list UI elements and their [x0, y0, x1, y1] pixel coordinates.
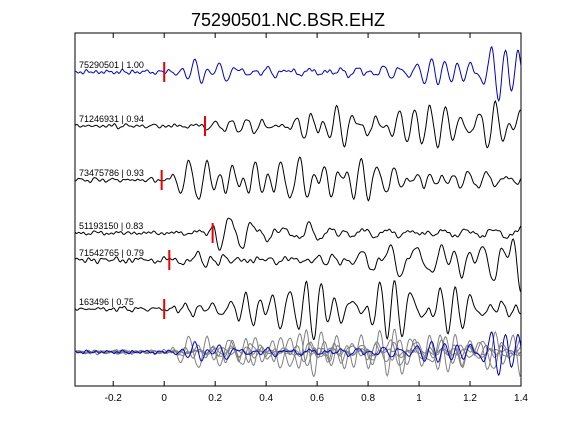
chart-title: 75290501.NC.BSR.EHZ	[191, 10, 385, 30]
trace-line-2	[74, 156, 522, 202]
plot-area-frame	[74, 32, 522, 387]
trace-label-1: 71246931 | 0.94	[79, 114, 144, 124]
trace-line-3	[74, 217, 522, 251]
x-tick-label-6: 1	[416, 393, 422, 404]
trace-line-1	[74, 99, 522, 149]
trace-label-4: 71542765 | 0.79	[79, 248, 144, 258]
x-tick-label-7: 1.2	[463, 393, 477, 404]
x-tick-label-8: 1.4	[514, 393, 528, 404]
overlay-line-2	[74, 333, 522, 370]
x-tick-label-5: 0.8	[361, 393, 375, 404]
overlay-stack-group	[74, 328, 522, 378]
x-tick-label-0: -0.2	[105, 393, 123, 404]
x-tick-label-3: 0.4	[259, 393, 273, 404]
trace-label-2: 73475786 | 0.93	[79, 168, 144, 178]
overlay-line-0	[75, 331, 522, 377]
trace-label-0: 75290501 | 1.00	[79, 60, 144, 70]
trace-group: 75290501 | 1.00 71246931 | 0.94 73475786 |…	[74, 45, 522, 341]
trace-line-0	[75, 45, 522, 103]
trace-line-5	[74, 280, 522, 341]
trace-line-4	[74, 238, 522, 293]
x-tick-label-2: 0.2	[208, 393, 222, 404]
trace-label-5: 163496 | 0.75	[79, 297, 134, 307]
trace-label-3: 51193150 | 0.83	[79, 221, 143, 231]
x-tick-label-1: 0	[161, 393, 167, 404]
x-tick-label-4: 0.6	[310, 393, 324, 404]
x-axis-ticks: -0.2 0 0.2 0.4 0.6 0.8 1 1.2 1.4	[105, 33, 528, 404]
